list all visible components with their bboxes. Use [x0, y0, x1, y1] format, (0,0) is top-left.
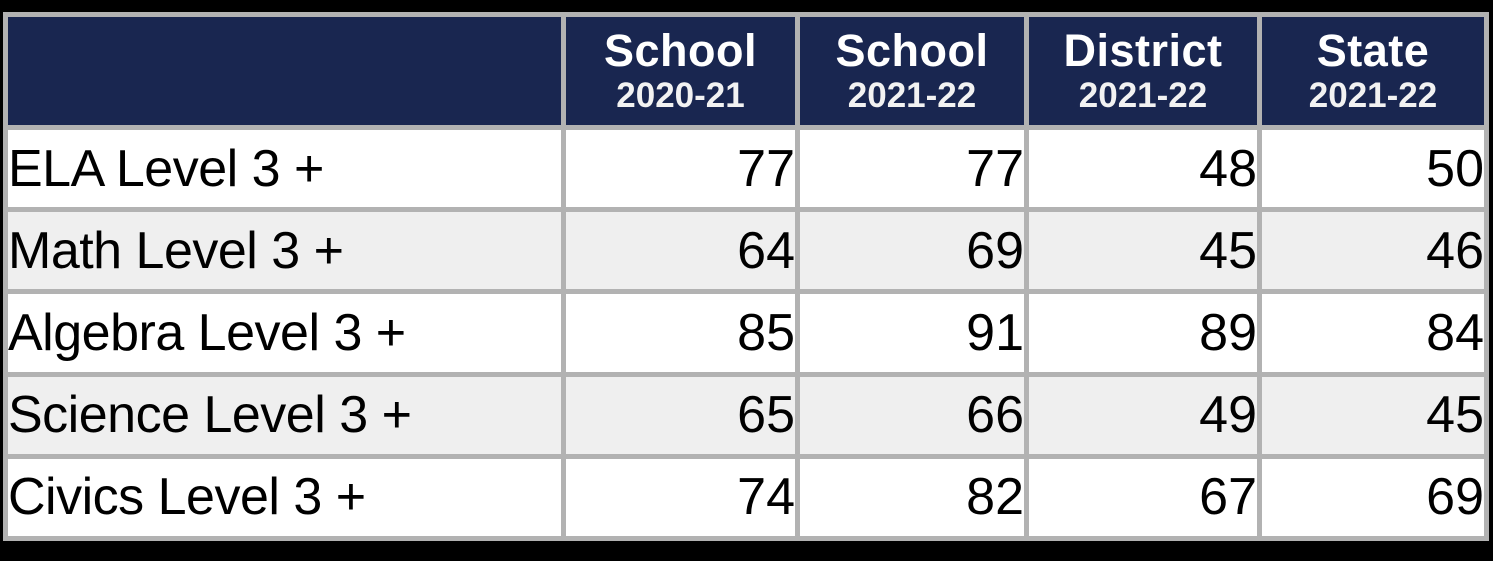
- cell-value: 69: [1257, 453, 1489, 542]
- cell-value: 45: [1024, 207, 1262, 295]
- row-label: Science Level 3 +: [3, 371, 566, 459]
- cell-value: 77: [561, 124, 800, 213]
- cell-value: 69: [795, 207, 1029, 295]
- col-header-year: 2021-22: [847, 76, 977, 116]
- table-body: ELA Level 3 + 77 77 48 50 Math Level 3 +…: [3, 124, 1489, 542]
- col-header-label: State: [1316, 24, 1430, 76]
- cell-value: 66: [795, 371, 1029, 459]
- cell-value: 91: [795, 289, 1029, 377]
- cell-value: 67: [1024, 453, 1262, 542]
- row-label: Civics Level 3 +: [3, 453, 566, 542]
- cell-value: 64: [561, 207, 800, 295]
- score-table-frame: School 2020-21 School 2021-22 District 2…: [3, 12, 1489, 542]
- col-header-school-2021-22: School 2021-22: [795, 12, 1029, 130]
- cell-value: 65: [561, 371, 800, 459]
- cell-value: 84: [1257, 289, 1489, 377]
- col-header-year: 2021-22: [1308, 76, 1438, 116]
- table-row-science: Science Level 3 + 65 66 49 45: [3, 371, 1489, 459]
- col-header-district-2021-22: District 2021-22: [1024, 12, 1262, 130]
- table-row-math: Math Level 3 + 64 69 45 46: [3, 207, 1489, 295]
- cell-value: 74: [561, 453, 800, 542]
- cell-value: 45: [1257, 371, 1489, 459]
- row-label: Math Level 3 +: [3, 207, 566, 295]
- col-header-state-2021-22: State 2021-22: [1257, 12, 1489, 130]
- table-row-civics: Civics Level 3 + 74 82 67 69: [3, 453, 1489, 542]
- header-row: School 2020-21 School 2021-22 District 2…: [3, 12, 1489, 130]
- cell-value: 48: [1024, 124, 1262, 213]
- school-scores-table: School 2020-21 School 2021-22 District 2…: [3, 12, 1489, 542]
- cell-value: 77: [795, 124, 1029, 213]
- row-label: ELA Level 3 +: [3, 124, 566, 213]
- table-row-ela: ELA Level 3 + 77 77 48 50: [3, 124, 1489, 213]
- col-header-year: 2020-21: [616, 76, 745, 116]
- col-header-empty: [3, 12, 566, 130]
- col-header-label: School: [603, 24, 757, 76]
- row-label: Algebra Level 3 +: [3, 289, 566, 377]
- col-header-school-2020-21: School 2020-21: [561, 12, 800, 130]
- table-header: School 2020-21 School 2021-22 District 2…: [3, 12, 1489, 130]
- cell-value: 85: [561, 289, 800, 377]
- cell-value: 89: [1024, 289, 1262, 377]
- cell-value: 50: [1257, 124, 1489, 213]
- cell-value: 46: [1257, 207, 1489, 295]
- col-header-year: 2021-22: [1078, 76, 1208, 116]
- cell-value: 82: [795, 453, 1029, 542]
- col-header-label: District: [1063, 24, 1223, 76]
- cell-value: 49: [1024, 371, 1262, 459]
- table-row-algebra: Algebra Level 3 + 85 91 89 84: [3, 289, 1489, 377]
- col-header-label: School: [835, 24, 989, 76]
